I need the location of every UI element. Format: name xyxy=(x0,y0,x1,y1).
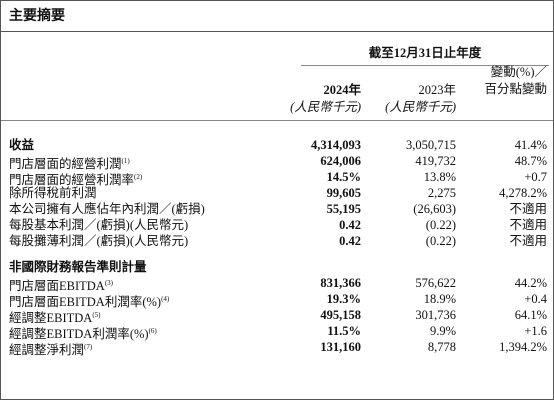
cell: +1.6 xyxy=(524,324,547,338)
cell: 11.5% xyxy=(327,324,361,338)
label-text: 經調整EBITDA xyxy=(9,311,93,326)
cell: 624,006 xyxy=(320,154,361,168)
label-text: 門店層面的經營利潤 xyxy=(9,157,122,172)
cell: 4,314,093 xyxy=(311,138,361,152)
cell: 9.9% xyxy=(429,324,456,338)
cell: (0.22) xyxy=(425,234,456,248)
footnote-ref: (7) xyxy=(84,343,93,351)
cell: 41.4% xyxy=(514,138,547,152)
rule xyxy=(1,120,553,121)
cell: 2,275 xyxy=(427,186,456,200)
column-header: 2023年 xyxy=(418,83,456,97)
footnote-ref: (5) xyxy=(92,311,101,319)
row-label: 收益 xyxy=(9,138,34,153)
row-label: 經調整EBITDA利潤率(%)(6) xyxy=(9,324,157,342)
cell: 131,160 xyxy=(320,340,361,354)
label-text: 門店層面的經營利潤率 xyxy=(9,173,135,188)
row-label: 除所得稅前利潤 xyxy=(9,186,97,201)
column-header: (人民幣千元) xyxy=(290,100,361,114)
cell: 不適用 xyxy=(509,218,547,232)
cell: 576,622 xyxy=(415,276,456,290)
footnote-ref: (2) xyxy=(134,173,143,181)
cell: 4,278.2% xyxy=(499,186,547,200)
period: 截至12月31日止年度 xyxy=(368,46,482,60)
cell: 8,778 xyxy=(427,340,456,354)
cell: +0.4 xyxy=(524,292,547,306)
footnote-ref: (3) xyxy=(104,279,113,287)
label-text: 每股基本利潤／(虧損)(人民幣元) xyxy=(9,218,189,232)
title: 主要摘要 xyxy=(9,9,65,24)
row-label: 門店層面EBITDA(3) xyxy=(9,276,113,294)
label-text: 經調整EBITDA利潤率(%) xyxy=(9,327,149,342)
label-text: 門店層面EBITDA利潤率(%) xyxy=(9,295,162,310)
rule xyxy=(301,65,549,66)
cell: 419,732 xyxy=(415,154,456,168)
cell: 13.8% xyxy=(423,170,456,184)
row-label: 經調整淨利潤(7) xyxy=(9,340,92,358)
cell: 831,366 xyxy=(320,276,361,290)
cell: 301,736 xyxy=(415,308,456,322)
column-header: 百分點變動 xyxy=(484,82,547,96)
label-text: 門店層面EBITDA xyxy=(9,279,105,294)
row-label: 每股攤薄利潤／(虧損)(人民幣元) xyxy=(9,234,188,249)
cell: 44.2% xyxy=(514,276,547,290)
cell: 1,394.2% xyxy=(499,340,547,354)
column-header: 變動(%)／ xyxy=(490,65,547,79)
label-text: 本公司擁有人應佔年內利潤／(虧損) xyxy=(9,202,205,216)
column-header: (人民幣千元) xyxy=(385,100,456,114)
cell: 不適用 xyxy=(509,202,547,216)
cell: 18.9% xyxy=(423,292,456,306)
cell: (0.22) xyxy=(425,218,456,232)
cell: 64.1% xyxy=(514,308,547,322)
footnote-ref: (1) xyxy=(121,157,130,165)
row-label: 門店層面的經營利潤(1) xyxy=(9,154,130,172)
cell: (26,603) xyxy=(413,202,456,216)
section-heading: 非國際財務報告準則計量 xyxy=(9,260,147,274)
cell: +0.7 xyxy=(524,170,547,184)
footnote-ref: (4) xyxy=(161,295,170,303)
label-text: 除所得稅前利潤 xyxy=(9,186,97,200)
rule xyxy=(1,31,553,32)
label-text: 每股攤薄利潤／(虧損)(人民幣元) xyxy=(9,234,189,248)
row-label: 門店層面的經營利潤率(2) xyxy=(9,170,142,188)
cell: 495,158 xyxy=(320,308,361,322)
cell: 0.42 xyxy=(339,234,361,248)
footnote-ref: (6) xyxy=(148,327,157,335)
label-text: 收益 xyxy=(9,138,35,152)
cell: 不適用 xyxy=(509,234,547,248)
cell: 3,050,715 xyxy=(406,138,456,152)
column-header: 2024年 xyxy=(323,83,361,97)
row-label: 每股基本利潤／(虧損)(人民幣元) xyxy=(9,218,188,233)
cell: 55,195 xyxy=(326,202,361,216)
row-label: 經調整EBITDA(5) xyxy=(9,308,101,326)
cell: 19.3% xyxy=(326,292,361,306)
row-label: 門店層面EBITDA利潤率(%)(4) xyxy=(9,292,169,310)
cell: 0.42 xyxy=(339,218,361,232)
cell: 99,605 xyxy=(326,186,361,200)
row-label: 本公司擁有人應佔年內利潤／(虧損) xyxy=(9,202,205,217)
cell: 14.5% xyxy=(326,170,361,184)
label-text: 經調整淨利潤 xyxy=(9,343,85,358)
cell: 48.7% xyxy=(514,154,547,168)
